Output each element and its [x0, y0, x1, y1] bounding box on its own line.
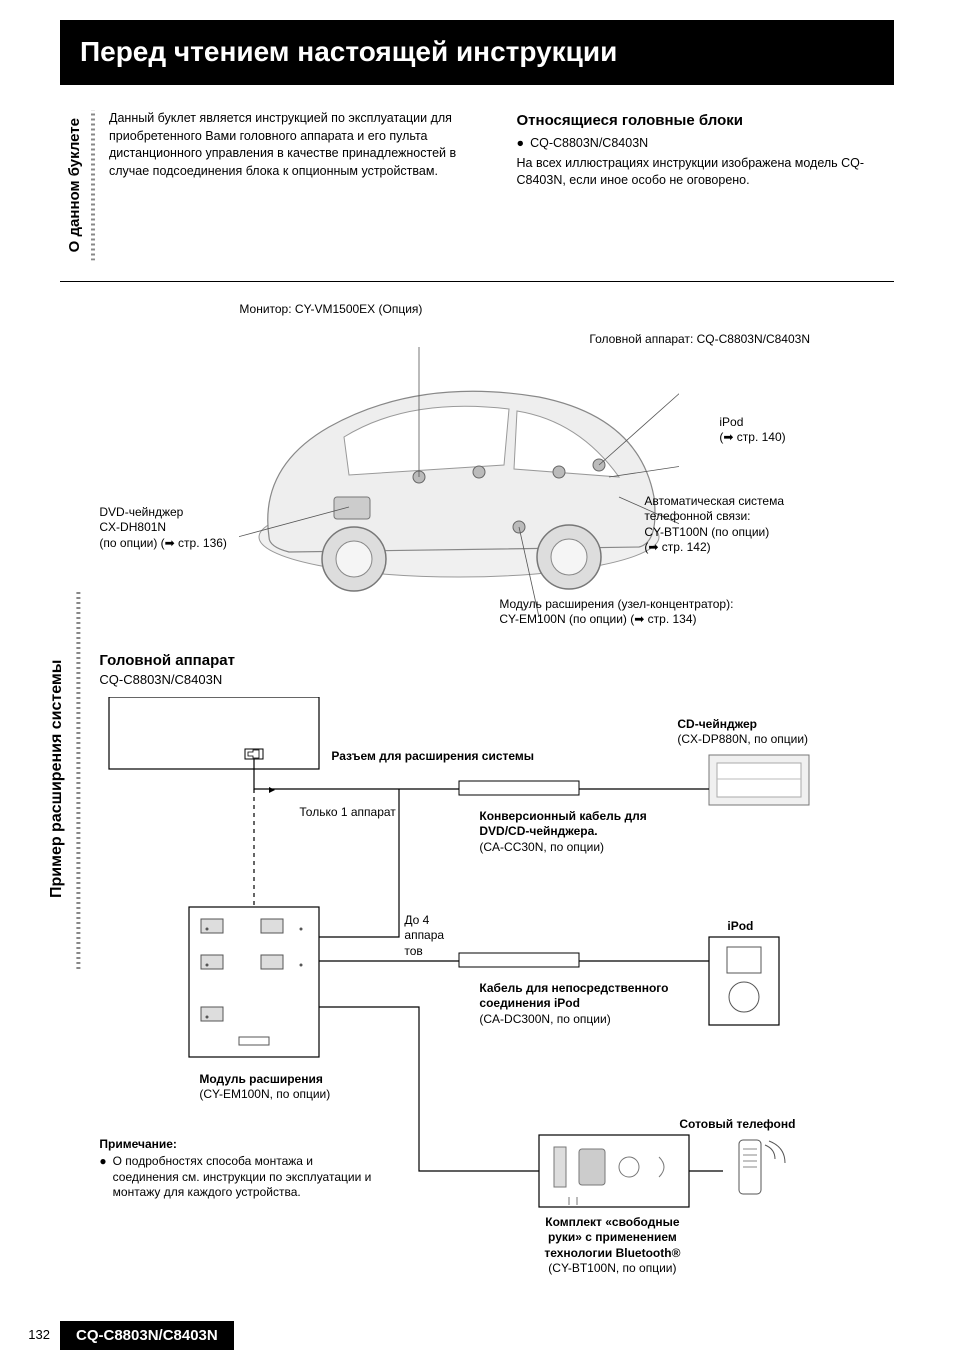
callout-phone-system: Автоматическая система телефонной связи:…	[644, 494, 784, 556]
intro-section: О данном буклете Данный буклет является …	[60, 110, 894, 281]
intro-right: Относящиеся головные блоки ● CQ-C8803N/C…	[517, 110, 895, 260]
related-units-bullet: ● CQ-C8803N/C8403N	[517, 135, 895, 153]
label-cell-phone: Сотовый телефонd	[679, 1117, 795, 1133]
main-section: Пример расширения системы	[40, 302, 894, 1257]
related-units-model: CQ-C8803N/C8403N	[530, 135, 648, 153]
bullet-dot-icon: ●	[517, 135, 525, 153]
head-unit-model: CQ-C8803N/C8403N	[99, 671, 894, 689]
car-illustration-icon	[239, 347, 679, 617]
callout-head-unit: Головной аппарат: CQ-C8803N/C8403N	[589, 332, 810, 348]
footer-model-bar: CQ-C8803N/C8403N	[60, 1321, 234, 1350]
intro-left-text: Данный буклет является инструкцией по эк…	[109, 110, 517, 260]
system-diagram: Разъем для расширения системы Только 1 а…	[99, 697, 839, 1257]
page-footer: 132 CQ-C8803N/C8403N	[0, 1321, 954, 1350]
label-only-1: Только 1 аппарат	[299, 805, 395, 821]
head-unit-heading: Головной аппарат	[99, 650, 894, 671]
note-heading: Примечание:	[99, 1137, 177, 1151]
label-conv-cable: Конверсионный кабель для DVD/CD-чейнджер…	[479, 809, 679, 856]
note-bullet: ● О подробностях способа монтажа и соеди…	[99, 1154, 379, 1201]
related-units-heading: Относящиеся головные блоки	[517, 110, 895, 131]
note-block: Примечание: ● О подробностях способа мон…	[99, 1137, 379, 1203]
car-diagram: Монитор: CY-VM1500EX (Опция) Головной ап…	[99, 302, 819, 642]
label-bt-kit: Комплект «свободные руки» с применением …	[517, 1215, 707, 1277]
label-expansion-port: Разъем для расширения системы	[331, 749, 534, 765]
callout-dvd-changer: DVD-чейнджер CX-DH801N (по опции) (➡ стр…	[99, 505, 227, 552]
callout-ipod: iPod (➡ стр. 140)	[719, 415, 785, 446]
label-upto-4: До 4 аппара тов	[404, 913, 444, 960]
label-ipod: iPod	[727, 919, 753, 935]
side-tab-main: Пример расширения системы	[40, 589, 74, 969]
bullet-dot-icon: ●	[99, 1154, 106, 1201]
main-content: Монитор: CY-VM1500EX (Опция) Головной ап…	[99, 302, 894, 1257]
label-cd-changer: CD-чейнджер (CX-DP880N, по опции)	[677, 717, 808, 748]
side-tab-intro: О данном буклете	[60, 110, 89, 260]
related-units-text: На всех иллюстрациях инструкции изображе…	[517, 155, 895, 190]
label-exp-module: Модуль расширения (CY-EM100N, по опции)	[199, 1072, 330, 1103]
page-title: Перед чтением настоящей инструкции	[80, 36, 617, 67]
note-text: О подробностях способа монтажа и соедине…	[113, 1154, 380, 1201]
page-title-bar: Перед чтением настоящей инструкции	[60, 20, 894, 85]
page-number: 132	[0, 1326, 60, 1344]
callout-monitor: Монитор: CY-VM1500EX (Опция)	[239, 302, 422, 318]
label-ipod-cable: Кабель для непосредственного соединения …	[479, 981, 689, 1028]
callout-hub: Модуль расширения (узел-концентратор): C…	[499, 597, 733, 628]
